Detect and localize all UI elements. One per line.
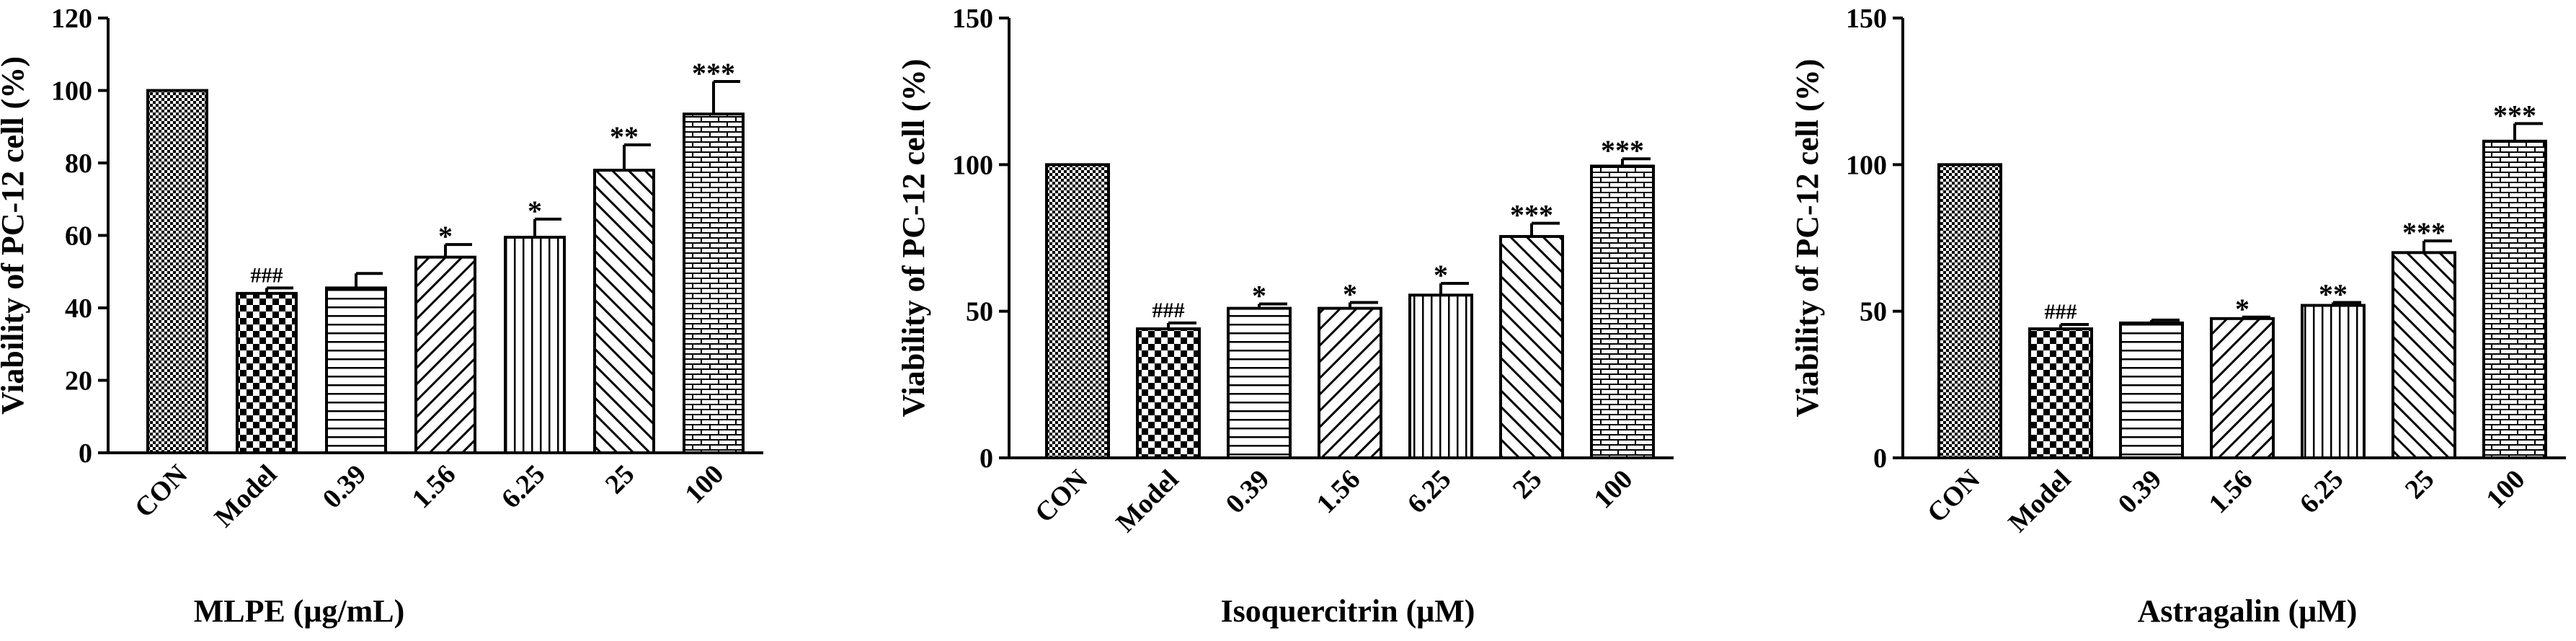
bar-1.56 [1318,306,1382,459]
x-tick-label: 25 [2399,464,2440,505]
x-axis-label: MLPE (μg/mL) [194,593,405,629]
significance-marker: * [1434,259,1448,291]
significance-marker: *** [1510,199,1553,231]
x-tick-label: Model [209,459,283,534]
y-tick-label: 80 [65,149,92,179]
x-tick-label: 100 [1588,464,1638,515]
significance-marker: * [1343,278,1357,310]
x-tick-label: 100 [679,459,729,510]
significance-marker: * [1252,280,1266,312]
y-axis-label: Viability of PC-12 cell (%) [1790,59,1825,417]
x-tick-label: 6.25 [496,459,551,515]
chart-panel-3: 0 50 100 150 Viability of PC-12 cell (%) CON #… [1790,4,2566,629]
x-tick-label: 0.39 [2113,464,2168,520]
x-tick-label: 0.39 [1220,464,1276,520]
x-tick-label: 6.25 [2294,464,2350,520]
significance-marker: *** [1601,134,1644,167]
significance-marker: *** [2402,216,2446,249]
bar-25 [2391,251,2456,459]
x-tick-label: 1.56 [407,459,462,515]
bar-CON [146,89,208,454]
bar-Model [2028,327,2093,460]
significance-marker: ** [2319,278,2348,310]
chart-panel-2: 0 50 100 150 Viability of PC-12 cell (%) CON #… [896,4,1674,629]
y-tick-label: 40 [65,293,92,324]
bar-CON [1937,163,2002,459]
x-tick-label: 100 [2480,464,2531,515]
significance-marker: ### [1152,299,1185,322]
y-tick-label: 120 [51,4,92,34]
bar-0.39 [1227,306,1292,459]
y-tick-label: 0 [79,438,92,469]
bar-0.39 [325,286,387,454]
significance-marker: ### [2045,300,2077,324]
y-tick-label: 0 [1873,443,1887,474]
x-axis-label: Isoquercitrin (μM) [1221,593,1475,629]
y-tick-label: 0 [980,443,993,474]
y-tick-label: 150 [1846,4,1887,34]
y-axis-label: Viability of PC-12 cell (%) [896,59,931,417]
bar-6.25 [504,236,566,454]
x-tick-label: CON [1029,464,1093,529]
bar-6.25 [2301,304,2366,459]
significance-marker: * [438,220,453,252]
x-axis-label: Astragalin (μM) [2138,593,2358,629]
bar-1.56 [2210,317,2275,460]
bar-25 [1499,234,1564,459]
bar-100 [683,112,745,454]
significance-marker: ### [251,263,283,287]
y-tick-label: 100 [1846,150,1887,180]
y-tick-label: 60 [65,221,92,252]
bar-0.39 [2119,321,2184,459]
y-tick-label: 50 [966,297,993,327]
x-tick-label: 25 [600,459,641,500]
x-tick-label: Model [1111,464,1185,539]
y-tick-label: 100 [51,76,92,107]
x-tick-label: 6.25 [1402,464,1457,520]
y-tick-label: 50 [1860,297,1887,327]
bar-100 [1590,164,1655,459]
bar-6.25 [1408,293,1473,459]
x-tick-label: 0.39 [317,459,373,515]
bar-Model [1136,327,1201,460]
significance-marker: * [2235,293,2249,325]
bar-CON [1045,163,1110,459]
x-tick-label: 25 [1507,464,1548,505]
y-tick-label: 20 [65,366,92,397]
x-tick-label: 1.56 [1311,464,1367,520]
significance-marker: ** [610,120,639,153]
x-tick-label: Model [2003,464,2077,539]
x-tick-label: CON [1922,464,1986,529]
bar-100 [2482,139,2547,460]
x-tick-label: CON [129,459,193,523]
x-tick-label: 1.56 [2203,464,2259,520]
significance-marker: *** [2493,99,2536,131]
significance-marker: * [528,195,542,227]
y-tick-label: 150 [952,4,993,34]
bar-Model [236,291,298,454]
y-axis-label: Viability of PC-12 cell (%) [0,56,30,415]
bar-25 [593,169,655,455]
significance-marker: *** [692,57,735,89]
bar-1.56 [414,255,476,454]
y-tick-label: 100 [952,150,993,180]
chart-panel-1: 0 20 40 60 80 100 120 Viability of PC-12 cell (… [0,4,763,629]
